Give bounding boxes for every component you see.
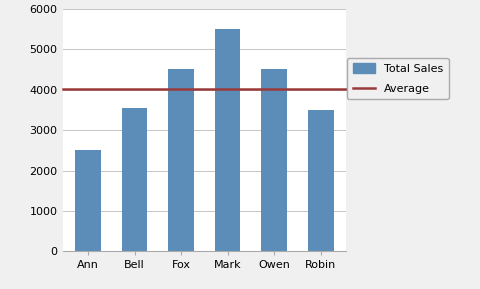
Text: 4016: 4016: [351, 84, 379, 94]
Bar: [307, 110, 333, 251]
Bar: [261, 69, 287, 251]
Legend: Total Sales, Average: Total Sales, Average: [347, 58, 448, 99]
Bar: [121, 108, 147, 251]
Bar: [168, 69, 193, 251]
Bar: [75, 150, 101, 251]
Bar: [215, 29, 240, 251]
